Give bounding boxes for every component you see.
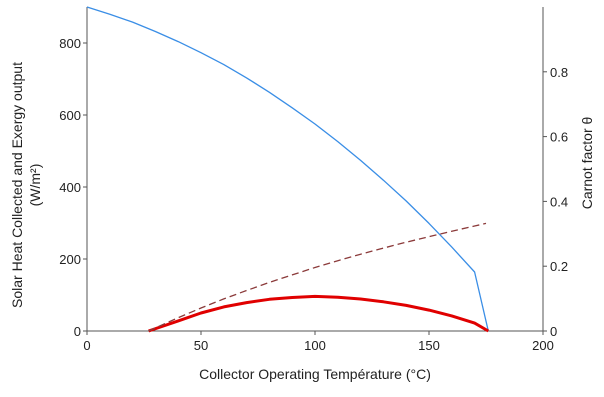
y-left-tick-label: 200: [59, 252, 81, 267]
y-left-tick-label: 0: [74, 324, 81, 339]
y-left-tick-label: 800: [59, 36, 81, 51]
series-layer: [86, 6, 490, 333]
series-line-carnot-factor: [148, 222, 487, 332]
x-tick-label: 200: [532, 338, 554, 353]
y-left-tick-label: 400: [59, 180, 81, 195]
y-right-tick-label: 0.2: [550, 259, 568, 274]
x-axis-title: Collector Operating Température (°C): [199, 366, 431, 382]
y-right-tick-label: 0.6: [550, 130, 568, 145]
x-tick-label: 150: [418, 338, 440, 353]
y-axis-left-title-line2: (W/m²): [27, 164, 43, 207]
series-line-exergy-output: [148, 294, 490, 333]
y-right-tick-label: 0.4: [550, 194, 568, 209]
x-tick-label: 0: [83, 338, 90, 353]
y-left-tick-label: 600: [59, 108, 81, 123]
y-axis-left-title-line1: Solar Heat Collected and Exergy output: [9, 62, 25, 308]
labels-layer: Collector Operating Température (°C) Sol…: [9, 62, 595, 382]
series-line-solar-heat: [86, 6, 489, 332]
y-right-tick-label: 0.8: [550, 65, 568, 80]
x-tick-label: 100: [304, 338, 326, 353]
y-axis-right-title: Carnot factor θ: [579, 116, 595, 209]
x-tick-label: 50: [194, 338, 208, 353]
y-right-tick-label: 0: [550, 324, 557, 339]
